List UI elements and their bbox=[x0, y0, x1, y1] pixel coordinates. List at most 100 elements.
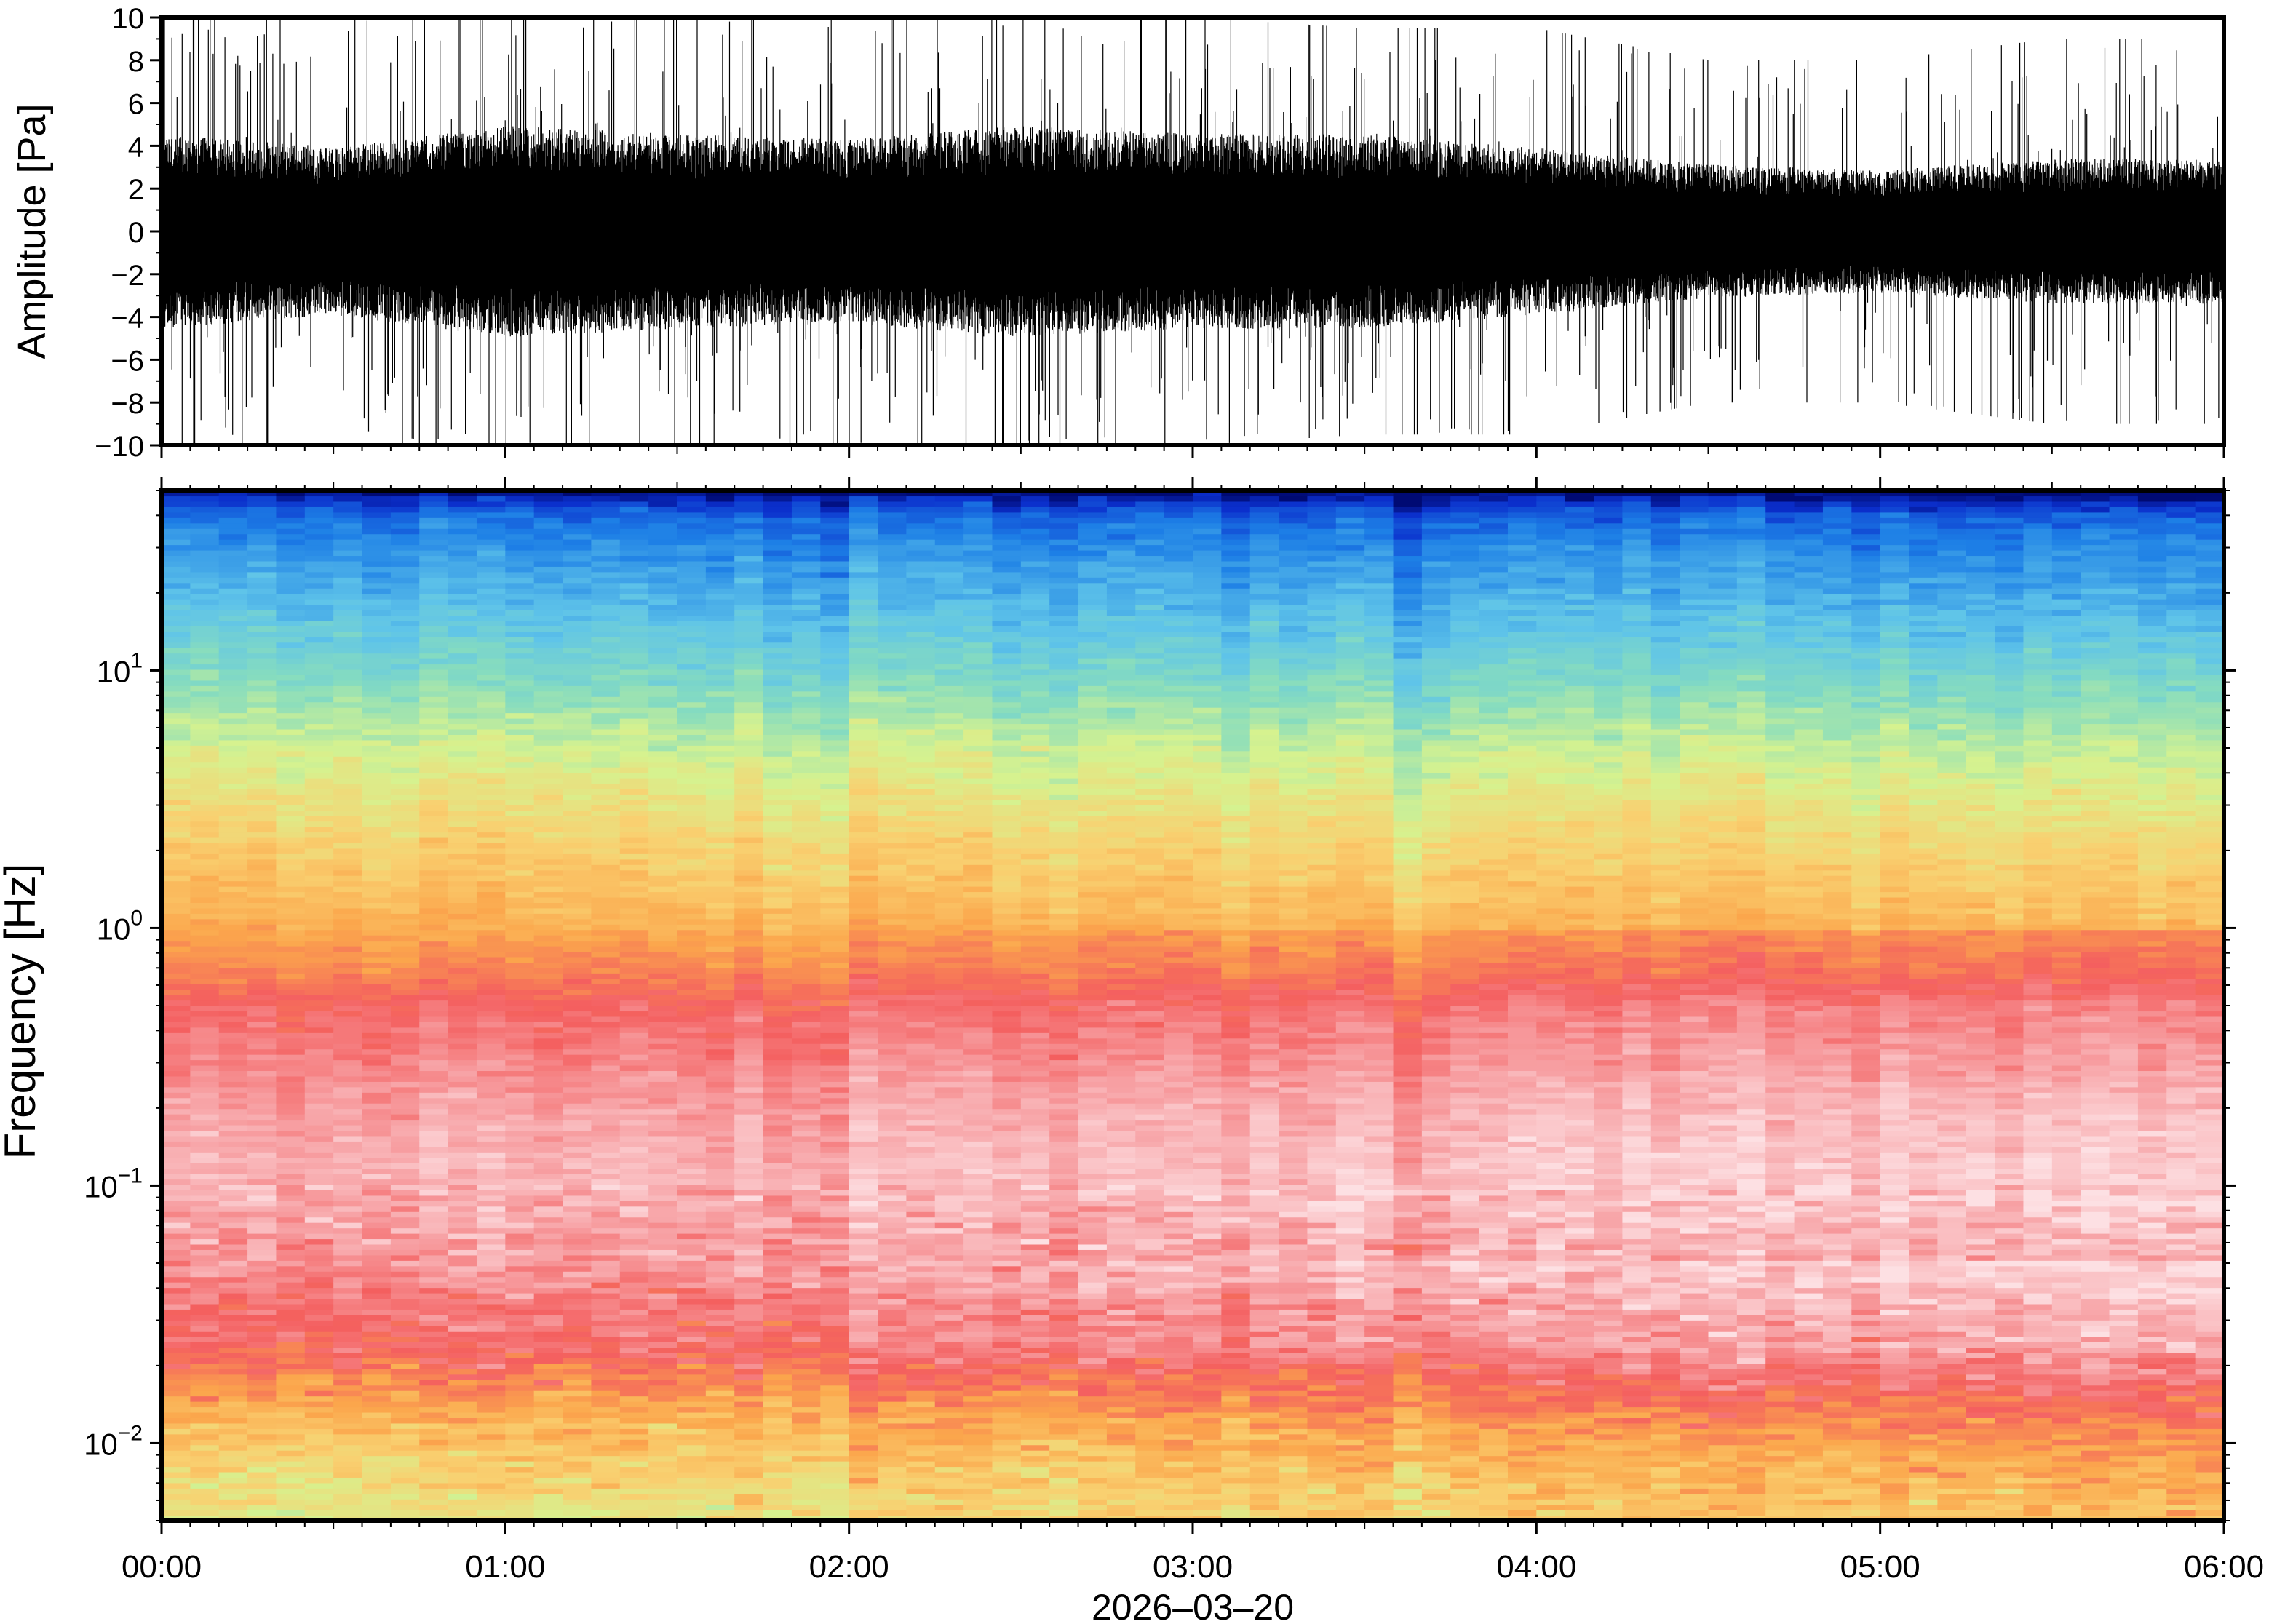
spectrogram-cell bbox=[763, 577, 792, 584]
spectrogram-cell bbox=[333, 1190, 363, 1196]
spectrogram-cell bbox=[362, 1380, 392, 1386]
spectrogram-cell bbox=[677, 984, 707, 990]
spectrogram-cell bbox=[563, 701, 592, 708]
spectrogram-cell bbox=[448, 1238, 477, 1245]
spectrogram-cell bbox=[763, 1499, 792, 1505]
spectrogram-cell bbox=[563, 1217, 592, 1223]
spectrogram-cell bbox=[247, 848, 277, 854]
spectrogram-cell bbox=[390, 1016, 420, 1022]
spectrogram-cell bbox=[362, 1043, 392, 1050]
spectrogram-cell bbox=[333, 1054, 363, 1061]
spectrogram-cell bbox=[304, 1369, 334, 1375]
spectrogram-cell bbox=[791, 1135, 821, 1142]
spectrogram-cell bbox=[878, 1493, 907, 1500]
spectrogram-cell bbox=[648, 799, 678, 805]
spectrogram-cell bbox=[333, 896, 363, 903]
spectrogram-cell bbox=[362, 956, 392, 963]
spectrogram-cell bbox=[619, 533, 649, 540]
spectrogram-cell bbox=[791, 1298, 821, 1305]
spectrogram-cell bbox=[276, 690, 306, 697]
spectrogram-cell bbox=[390, 1108, 420, 1115]
spectrogram-cell bbox=[677, 1499, 707, 1505]
spectrogram-cell bbox=[218, 756, 248, 763]
spectrogram-cell bbox=[563, 728, 592, 735]
spectrogram-cell bbox=[648, 1444, 678, 1451]
spectrogram-cell bbox=[705, 566, 735, 573]
spectrogram-cell bbox=[390, 571, 420, 578]
spectrogram-cell bbox=[362, 1331, 392, 1337]
spectrogram-cell bbox=[533, 1287, 563, 1294]
spectrogram-cell bbox=[419, 1433, 449, 1440]
spectrogram-cell bbox=[333, 1022, 363, 1028]
spectrogram-cell bbox=[849, 1336, 878, 1342]
spectrogram-cell bbox=[247, 723, 277, 730]
spectrogram-cell bbox=[333, 1287, 363, 1294]
spectrogram-cell bbox=[591, 869, 621, 876]
spectrogram-cell bbox=[333, 1422, 363, 1429]
spectrogram-cell bbox=[533, 1417, 563, 1424]
spectrogram-cell bbox=[648, 533, 678, 540]
spectrogram-cell bbox=[705, 1363, 735, 1369]
spectrogram-cell bbox=[505, 1412, 535, 1418]
spectrogram-cell bbox=[849, 1347, 878, 1353]
spectrogram-cell bbox=[791, 821, 821, 827]
spectrogram-cell bbox=[563, 1027, 592, 1033]
spectrogram-cell bbox=[448, 805, 477, 811]
spectrogram-cell bbox=[218, 674, 248, 681]
spectrogram-cell bbox=[333, 664, 363, 670]
spectrogram-cell bbox=[705, 1336, 735, 1342]
spectrogram-cell bbox=[247, 1471, 277, 1478]
spectrogram-cell bbox=[563, 664, 592, 670]
spectrogram-cell bbox=[677, 1054, 707, 1061]
spectrogram-cell bbox=[304, 1331, 334, 1337]
spectrogram-cell bbox=[190, 750, 220, 757]
spectrogram-cell bbox=[878, 1488, 907, 1494]
spectrogram-cell bbox=[390, 794, 420, 800]
spectrogram-cell bbox=[476, 816, 506, 822]
spectrogram-cell bbox=[276, 707, 306, 714]
spectrogram-cell bbox=[390, 588, 420, 594]
spectrogram-cell bbox=[677, 1385, 707, 1391]
spectrogram-cell bbox=[419, 1038, 449, 1044]
spectrogram-cell bbox=[162, 869, 191, 876]
spectrogram-cell bbox=[563, 1466, 592, 1473]
spectrogram-cell bbox=[677, 951, 707, 958]
spectrogram-cell bbox=[591, 615, 621, 621]
spectrogram-cell bbox=[390, 506, 420, 513]
spectrogram-cell bbox=[533, 588, 563, 594]
spectrogram-cell bbox=[791, 712, 821, 719]
spectrogram-cell bbox=[591, 637, 621, 643]
spectrogram-cell bbox=[619, 1211, 649, 1218]
spectrogram-cell bbox=[734, 1070, 764, 1077]
spectrogram-cell bbox=[505, 1130, 535, 1137]
spectrogram-cell bbox=[763, 1070, 792, 1077]
spectrogram-cell bbox=[162, 723, 191, 730]
spectrogram-cell bbox=[763, 707, 792, 714]
spectrogram-cell bbox=[218, 734, 248, 741]
spectrogram-cell bbox=[791, 956, 821, 963]
spectrogram-cell bbox=[563, 549, 592, 557]
spectrogram-cell bbox=[677, 653, 707, 659]
spectrogram-cell bbox=[190, 1417, 220, 1424]
spectrogram-cell bbox=[162, 1103, 191, 1110]
spectrogram-cell bbox=[276, 1195, 306, 1201]
spectrogram-cell bbox=[190, 1103, 220, 1110]
spectrogram-cell bbox=[476, 490, 506, 497]
spectrogram-cell bbox=[476, 989, 506, 995]
spectrogram-cell bbox=[333, 1092, 363, 1099]
spectrogram-cell bbox=[162, 848, 191, 854]
spectrogram-cell bbox=[390, 1081, 420, 1088]
spectrogram-cell bbox=[619, 1417, 649, 1424]
spectrogram-cell bbox=[763, 783, 792, 789]
spectrogram-cell bbox=[362, 1206, 392, 1212]
spectrogram-cell bbox=[390, 907, 420, 914]
spectrogram-cell bbox=[162, 816, 191, 822]
spectrogram-cell bbox=[190, 1493, 220, 1500]
spectrogram-cell bbox=[563, 875, 592, 882]
spectrogram-cell bbox=[476, 1499, 506, 1505]
spectrogram-cell bbox=[476, 1287, 506, 1294]
spectrogram-cell bbox=[362, 821, 392, 827]
spectrogram-cell bbox=[648, 864, 678, 871]
spectrogram-cell bbox=[849, 869, 878, 876]
spectrogram-cell bbox=[505, 875, 535, 882]
